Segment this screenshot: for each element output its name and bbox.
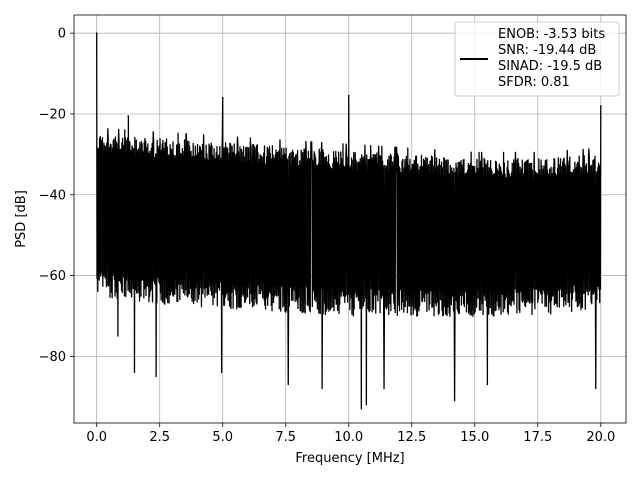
y-tick-label: −80 xyxy=(39,350,66,365)
x-tick-label: 20.0 xyxy=(586,430,615,445)
x-tick-label: 5.0 xyxy=(212,430,233,445)
x-tick-label: 15.0 xyxy=(460,430,489,445)
legend-line-sinad: SINAD: -19.5 dB xyxy=(498,59,602,74)
psd-peak-point xyxy=(127,115,129,117)
psd-peak-point xyxy=(347,94,350,97)
legend-line-snr: SNR: -19.44 dB xyxy=(498,43,596,58)
y-axis-label: PSD [dB] xyxy=(14,190,29,248)
y-tick-label: −60 xyxy=(39,269,66,284)
x-tick-label: 10.0 xyxy=(334,430,363,445)
legend-line-enob: ENOB: -3.53 bits xyxy=(498,27,605,42)
psd-peak-point xyxy=(221,97,224,99)
x-tick-label: 7.5 xyxy=(275,430,296,445)
legend-box xyxy=(454,21,620,97)
psd-trace xyxy=(95,32,602,410)
x-axis-ticks: 0.0 2.5 5.0 7.5 10.0 12.5 15.0 17.5 20.0 xyxy=(86,423,615,445)
y-axis-ticks: 0 −20 −40 −60 −80 xyxy=(39,27,74,365)
y-tick-label: −40 xyxy=(39,188,66,203)
plot-area-frame xyxy=(73,14,627,424)
y-tick-label: −20 xyxy=(39,107,66,122)
psd-peak-point xyxy=(95,32,98,34)
x-axis-label: Frequency [MHz] xyxy=(295,451,404,466)
y-tick-label: 0 xyxy=(58,27,66,42)
psd-peak-point xyxy=(599,105,602,107)
x-tick-label: 12.5 xyxy=(397,430,426,445)
legend: ENOB: -3.53 bits SNR: -19.44 dB SINAD: -… xyxy=(454,21,620,97)
legend-line-sfdr: SFDR: 0.81 xyxy=(498,75,570,90)
x-tick-label: 2.5 xyxy=(149,430,170,445)
x-tick-label: 17.5 xyxy=(523,430,552,445)
x-tick-label: 0.0 xyxy=(86,430,107,445)
